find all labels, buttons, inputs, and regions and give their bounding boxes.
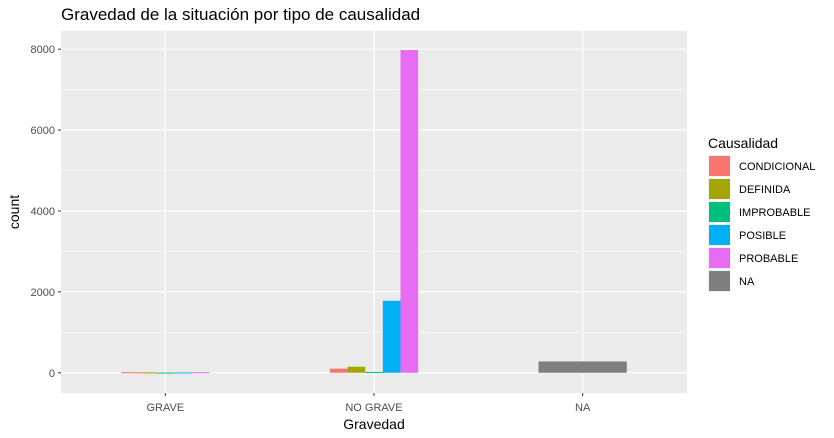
legend-title: Causalidad xyxy=(708,135,778,151)
legend-swatch-improbable xyxy=(709,202,730,222)
y-axis-ticks: 0 2000 4000 6000 8000 xyxy=(31,44,61,380)
legend-label-definida: DEFINIDA xyxy=(739,184,791,196)
chart-title: Gravedad de la situación por tipo de cau… xyxy=(61,5,421,24)
legend: Causalidad CONDICIONAL DEFINIDA IMPROBABLE… xyxy=(708,135,815,292)
grid-lines xyxy=(61,31,687,393)
y-axis-title: count xyxy=(6,195,22,229)
bar-condicional-grave xyxy=(121,372,139,374)
bar-condicional-no-grave xyxy=(329,368,348,373)
y-tick-label: 4000 xyxy=(31,206,55,218)
legend-label-posible: POSIBLE xyxy=(739,230,786,242)
legend-swatch-probable xyxy=(709,248,730,268)
bar-posible-no-grave xyxy=(382,300,401,373)
legend-swatch-na xyxy=(709,271,730,291)
y-tick-label: 2000 xyxy=(31,287,55,299)
y-tick-label: 8000 xyxy=(31,44,55,56)
legend-label-na: NA xyxy=(739,276,755,288)
bar-probable-no-grave xyxy=(400,50,419,373)
y-tick-label: 6000 xyxy=(31,125,55,137)
legend-swatch-condicional xyxy=(709,156,730,176)
legend-label-condicional: CONDICIONAL xyxy=(739,161,815,173)
x-tick-label: NA xyxy=(575,402,591,414)
y-tick-label: 0 xyxy=(49,368,55,380)
x-tick-label: GRAVE xyxy=(146,402,184,414)
legend-swatch-definida xyxy=(709,179,730,199)
bar-improbable-no-grave xyxy=(365,371,383,373)
bar-probable-grave xyxy=(191,372,210,374)
bars xyxy=(121,50,627,374)
x-axis-title: Gravedad xyxy=(343,416,404,432)
bar-definida-grave xyxy=(138,372,157,374)
legend-label-probable: PROBABLE xyxy=(739,253,798,265)
bar-posible-grave xyxy=(174,372,192,374)
bar-na-na xyxy=(538,361,627,373)
x-axis-ticks: GRAVE NO GRAVE NA xyxy=(146,393,591,414)
legend-label-improbable: IMPROBABLE xyxy=(739,207,811,219)
bar-definida-no-grave xyxy=(347,366,366,373)
x-tick-label: NO GRAVE xyxy=(345,402,402,414)
legend-swatch-posible xyxy=(709,225,730,245)
bar-improbable-grave xyxy=(156,372,175,374)
